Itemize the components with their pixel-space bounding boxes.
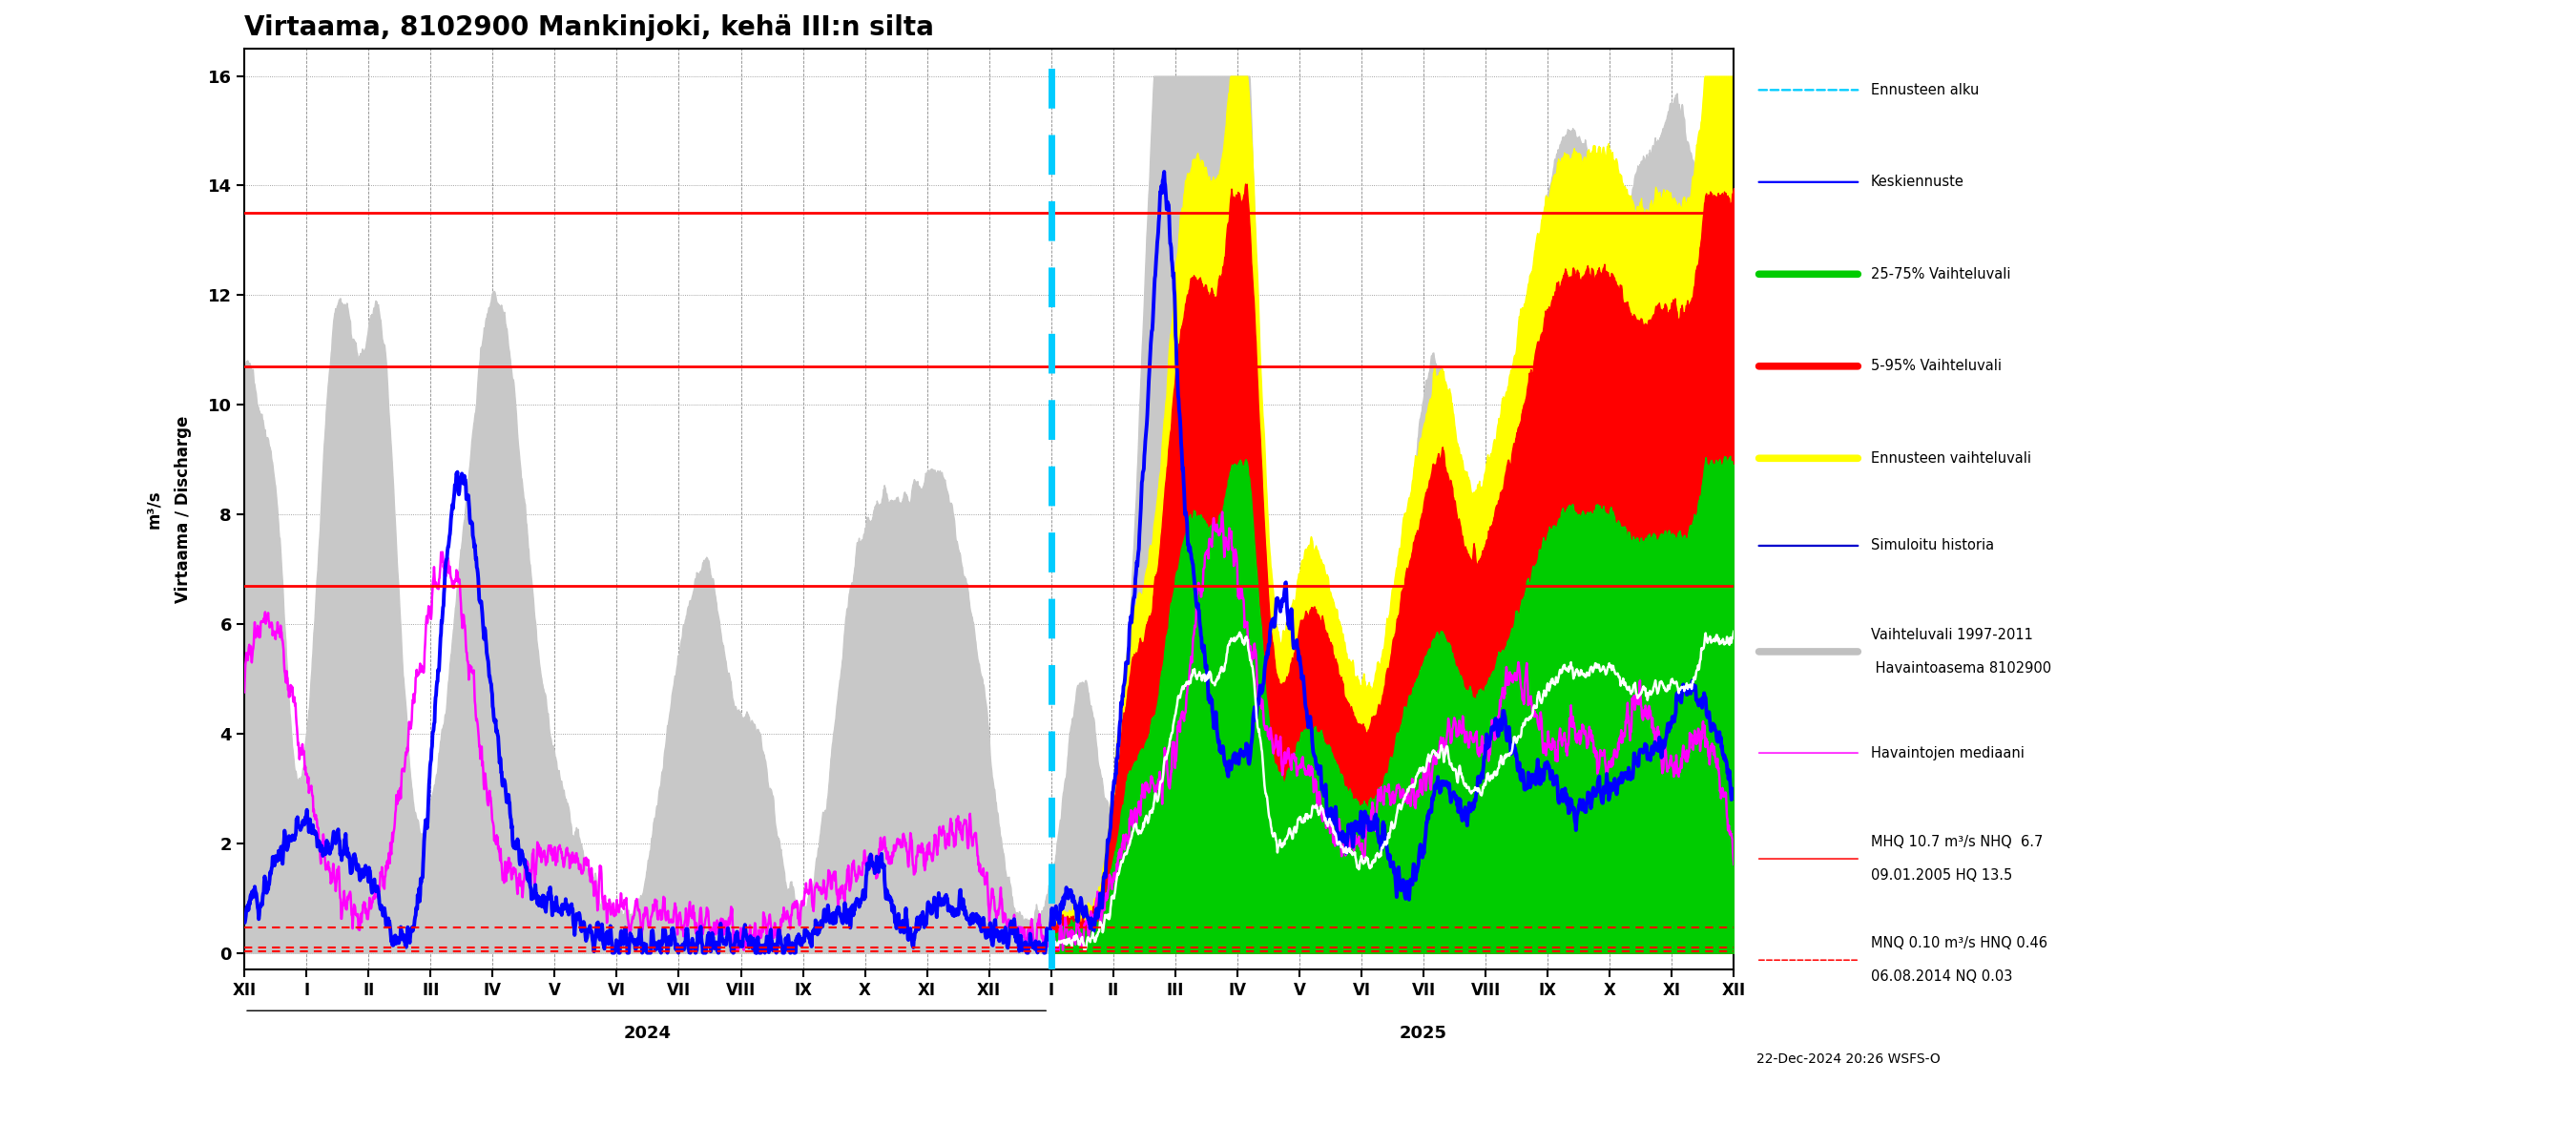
Text: 22-Dec-2024 20:26 WSFS-O: 22-Dec-2024 20:26 WSFS-O [1757,1052,1940,1066]
Text: MNQ 0.10 m³/s HNQ 0.46: MNQ 0.10 m³/s HNQ 0.46 [1870,937,2048,950]
Text: m³/s: m³/s [144,490,162,528]
Text: Keskiennuste: Keskiennuste [1870,175,1965,189]
Text: Havaintoasema 8102900: Havaintoasema 8102900 [1870,661,2050,676]
Text: Havaintojen mediaani: Havaintojen mediaani [1870,745,2025,760]
Text: Ennusteen alku: Ennusteen alku [1870,82,1978,97]
Text: Ennusteen vaihteluvali: Ennusteen vaihteluvali [1870,451,2032,465]
Text: 2024: 2024 [623,1025,672,1042]
Text: 09.01.2005 HQ 13.5: 09.01.2005 HQ 13.5 [1870,868,2012,883]
Text: 2025: 2025 [1399,1025,1448,1042]
Text: Simuloitu historia: Simuloitu historia [1870,538,1994,553]
Text: Virtaama / Discharge: Virtaama / Discharge [175,416,193,602]
Text: Virtaama, 8102900 Mankinjoki, kehä III:n silta: Virtaama, 8102900 Mankinjoki, kehä III:n… [245,14,935,41]
Text: Vaihteluvali 1997-2011: Vaihteluvali 1997-2011 [1870,627,2032,642]
Text: 06.08.2014 NQ 0.03: 06.08.2014 NQ 0.03 [1870,970,2012,984]
Text: 5-95% Vaihteluvali: 5-95% Vaihteluvali [1870,360,2002,373]
Text: 25-75% Vaihteluvali: 25-75% Vaihteluvali [1870,267,2012,282]
Text: MHQ 10.7 m³/s NHQ  6.7: MHQ 10.7 m³/s NHQ 6.7 [1870,835,2043,850]
